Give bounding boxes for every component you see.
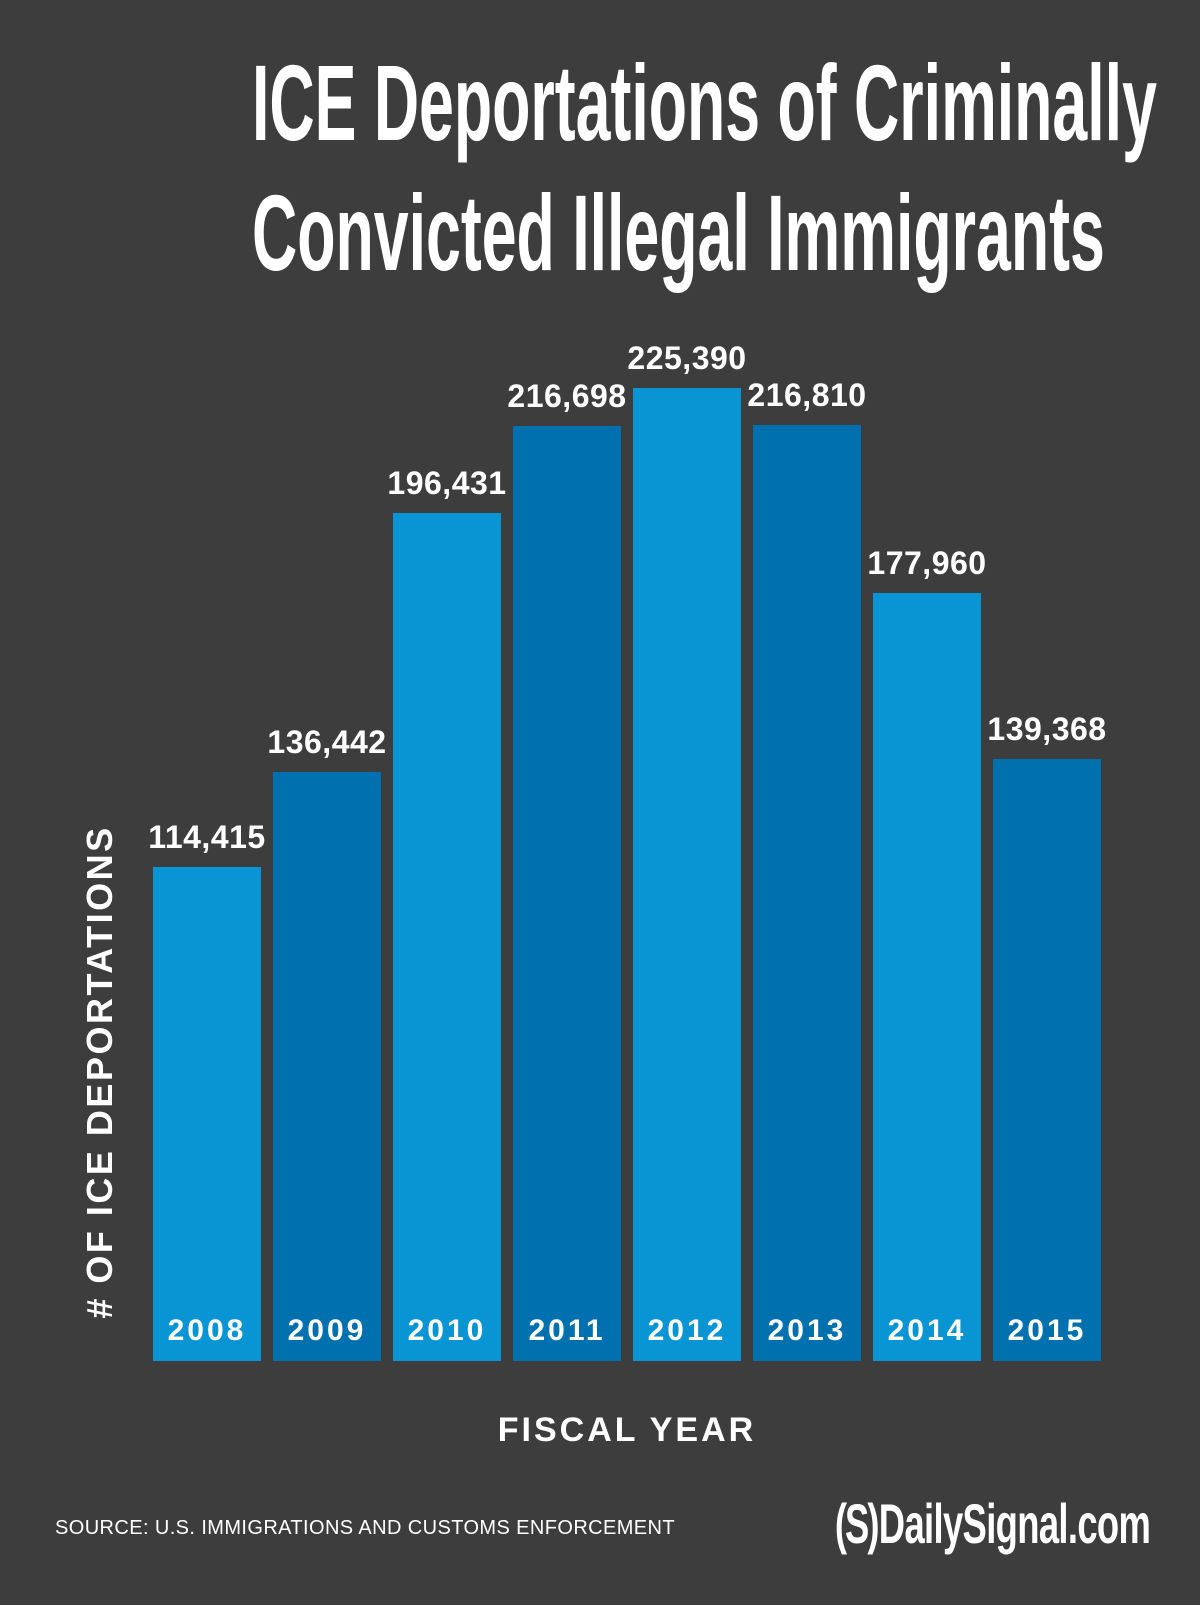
bar-2011 xyxy=(513,426,621,1361)
bar-value-2009: 136,442 xyxy=(267,724,387,760)
bar-year-label-2010: 2010 xyxy=(407,1314,487,1347)
bar-2009 xyxy=(273,772,381,1361)
bar-value-2014: 177,960 xyxy=(867,545,987,581)
bar-2010 xyxy=(393,513,501,1361)
source-attribution: SOURCE: U.S. IMMIGRATIONS AND CUSTOMS EN… xyxy=(55,1517,676,1539)
bar-year-label-2012: 2012 xyxy=(647,1314,727,1347)
bar-year-label-2011: 2011 xyxy=(528,1314,606,1347)
x-axis-label: FISCAL YEAR xyxy=(497,1411,757,1449)
bar-value-2015: 139,368 xyxy=(987,711,1107,747)
daily-signal-wordmark: DailySignal.com xyxy=(878,1492,1151,1555)
bar-2012 xyxy=(633,388,741,1361)
bar-value-2013: 216,810 xyxy=(747,377,867,413)
bar-2013 xyxy=(753,425,861,1361)
bar-2015 xyxy=(993,759,1101,1361)
bar-value-2012: 225,390 xyxy=(627,340,747,376)
bar-year-label-2008: 2008 xyxy=(167,1314,247,1347)
y-axis-label: # OF ICE DEPORTATIONS xyxy=(79,825,120,1319)
chart-title: ICE Deportations of Criminally Convicted… xyxy=(0,38,1200,298)
bar-2008 xyxy=(153,867,261,1361)
bar-value-2008: 114,415 xyxy=(148,819,266,855)
daily-signal-logo: (S)DailySignal.com xyxy=(835,1496,1151,1552)
daily-signal-s-icon: (S) xyxy=(834,1492,880,1555)
bar-year-label-2015: 2015 xyxy=(1007,1314,1087,1347)
bar-year-label-2009: 2009 xyxy=(287,1314,367,1347)
bar-year-label-2014: 2014 xyxy=(887,1314,967,1347)
bar-year-label-2013: 2013 xyxy=(767,1314,847,1347)
bar-2014 xyxy=(873,593,981,1361)
bar-value-2010: 196,431 xyxy=(387,465,507,501)
bar-value-2011: 216,698 xyxy=(507,378,627,414)
